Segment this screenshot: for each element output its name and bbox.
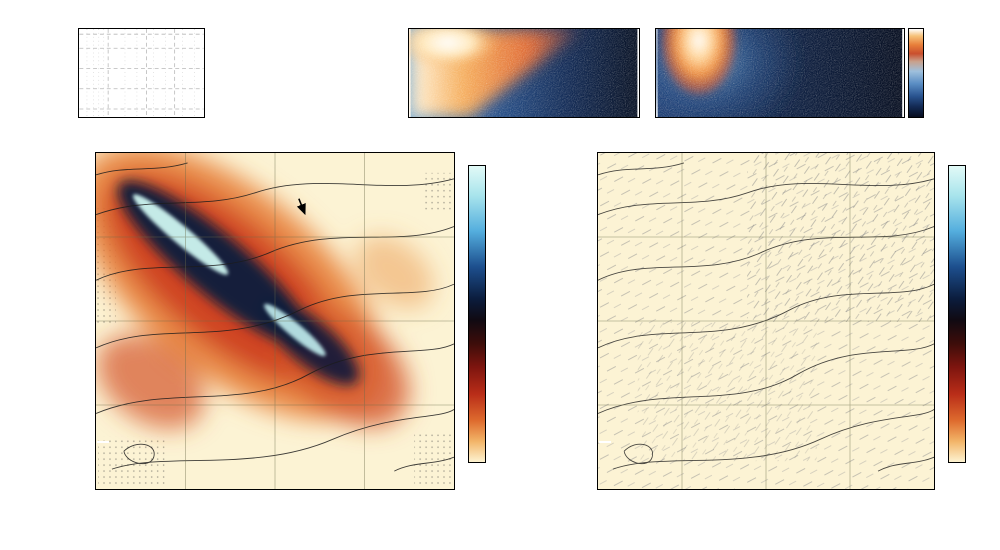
- panelC-heatmap: [655, 28, 905, 118]
- annotation-arrow: [296, 198, 306, 216]
- panelA-gridlines: [79, 29, 204, 117]
- topography-contours: [598, 162, 934, 472]
- panelE-map: [597, 152, 935, 490]
- panelD-map: [95, 152, 455, 490]
- panelD-prob-colorbar: [468, 165, 486, 463]
- panelE-info-box: [599, 441, 611, 443]
- map-gridlines: [598, 153, 934, 489]
- noise-texture: [410, 29, 638, 117]
- map-gridlines: [96, 153, 454, 489]
- panelB-heatmap: [408, 28, 640, 118]
- pdf-colorbar: [908, 28, 924, 118]
- panelA-plot: [78, 28, 205, 118]
- topography-contours: [96, 162, 454, 472]
- panelD-info-box: [97, 441, 109, 443]
- probability-band-core: [132, 194, 326, 357]
- noise-texture: [657, 29, 903, 117]
- terrain-scribble-texture: [637, 321, 817, 462]
- panelE-prob-colorbar: [948, 165, 966, 463]
